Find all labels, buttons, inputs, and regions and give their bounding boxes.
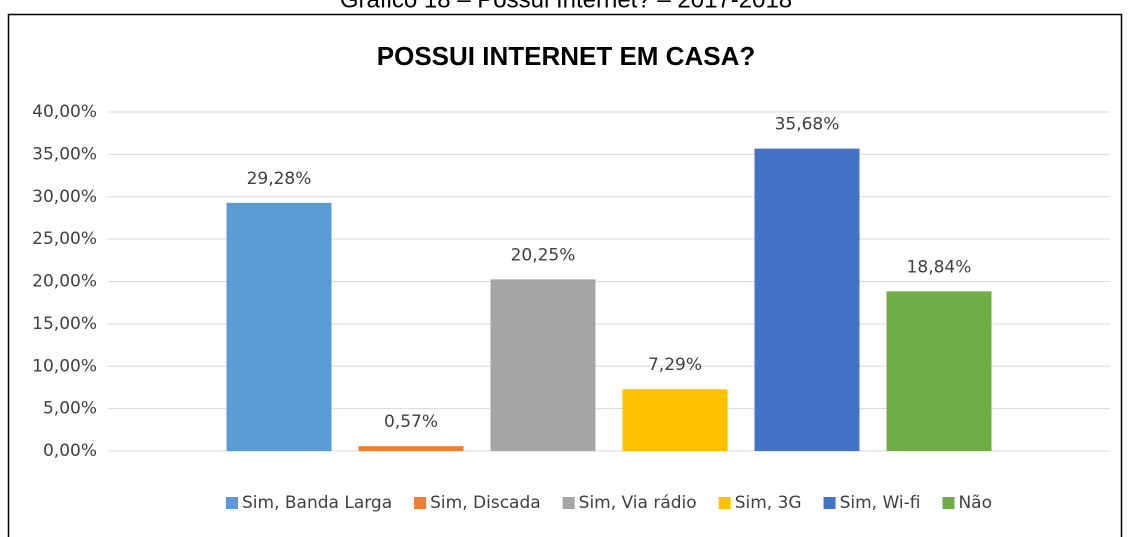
y-tick-label: 10,00%: [32, 356, 97, 376]
y-tick-label: 30,00%: [32, 187, 97, 207]
y-tick-label: 5,00%: [43, 399, 97, 419]
bar: [886, 291, 992, 451]
bar: [226, 202, 332, 451]
bar: [358, 446, 464, 451]
data-label: 0,57%: [384, 412, 438, 432]
legend-label: Sim, Via rádio: [579, 493, 697, 513]
data-label: 35,68%: [775, 115, 840, 135]
legend-label: Sim, Wi-fi: [840, 493, 921, 513]
legend-label: Sim, Banda Larga: [242, 493, 392, 513]
data-label: 29,28%: [247, 169, 312, 189]
chart-title: POSSUI INTERNET EM CASA?: [377, 41, 755, 71]
y-tick-label: 15,00%: [32, 314, 97, 334]
y-tick-label: 0,00%: [43, 441, 97, 461]
y-tick-label: 35,00%: [32, 144, 97, 164]
legend-swatch: [414, 497, 427, 509]
legend-swatch: [226, 497, 238, 509]
legend-swatch: [823, 497, 836, 509]
data-label: 20,25%: [511, 245, 576, 265]
legend-swatch: [562, 497, 575, 509]
chart-frame: [7, 13, 1123, 537]
data-label: 7,29%: [648, 355, 702, 375]
caption: Gráfico 18 – Possui Internet? – 2017-201…: [340, 0, 792, 13]
legend-swatch: [942, 497, 955, 509]
legend-label: Sim, 3G: [735, 493, 802, 513]
bar: [754, 148, 860, 451]
bar: [622, 389, 728, 451]
y-tick-label: 25,00%: [32, 229, 97, 249]
y-tick-label: 20,00%: [32, 272, 97, 292]
legend-swatch: [718, 497, 731, 509]
bar: [490, 279, 596, 451]
legend-label: Sim, Discada: [430, 493, 541, 513]
data-label: 18,84%: [907, 257, 972, 277]
legend-label: Não: [958, 493, 992, 513]
y-tick-label: 40,00%: [32, 102, 97, 122]
